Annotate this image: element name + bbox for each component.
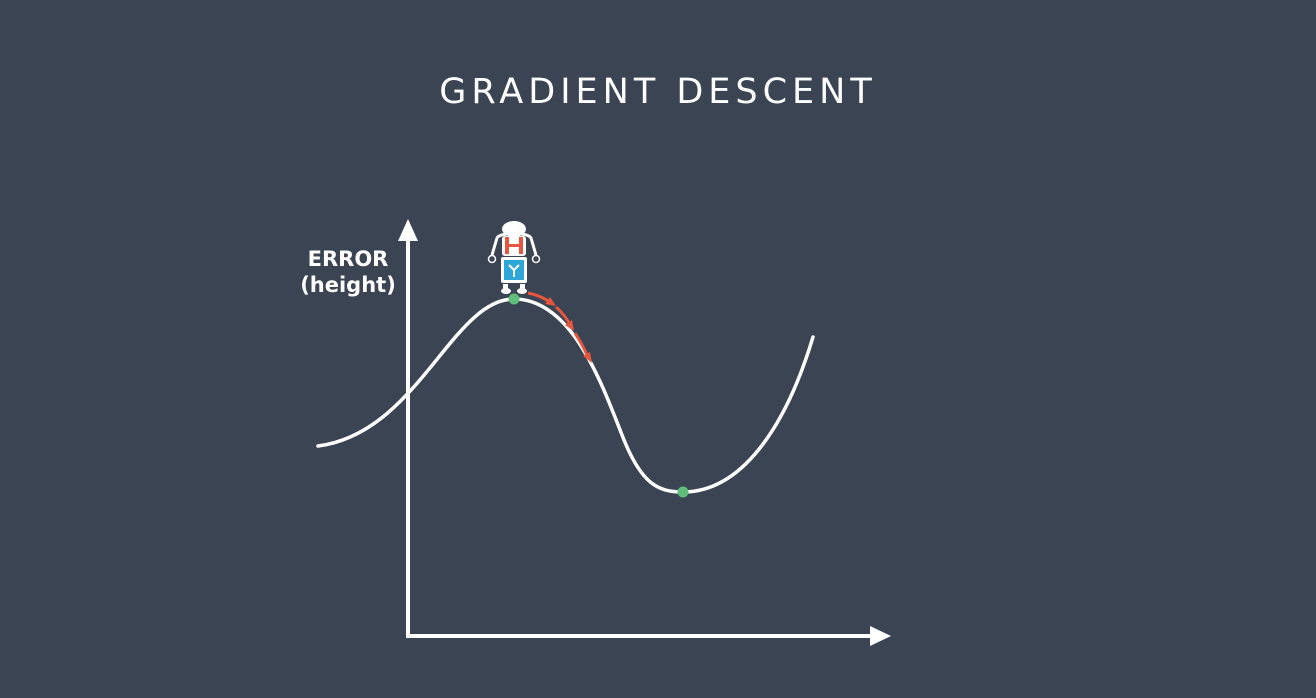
descent-arrow-3 (573, 332, 589, 356)
robot-left-arm (490, 237, 499, 256)
robot-hiker-icon (487, 221, 541, 294)
robot-left-leg (503, 284, 508, 290)
start-point (508, 293, 520, 305)
robot-screen-symbol (508, 264, 520, 277)
y-axis-label-line1: ERROR (307, 247, 389, 271)
error-curve (316, 297, 815, 494)
robot-right-hand (531, 254, 541, 264)
descent-arrow-3-head (583, 352, 592, 363)
minimum-point (677, 486, 689, 498)
descent-arrow-1-head (545, 297, 556, 306)
robot-strap-right (519, 237, 523, 254)
robot-right-leg (520, 284, 525, 290)
robot-right-arm (495, 232, 538, 256)
robot-left-hand (487, 254, 497, 264)
x-axis-arrowhead (870, 626, 891, 646)
robot-strap-left (505, 237, 509, 254)
y-axis-label: ERROR (height) (290, 246, 406, 298)
descent-arrow-2-head (565, 320, 574, 331)
y-axis-arrowhead (398, 219, 418, 241)
diagram-title: GRADIENT DESCENT (439, 72, 877, 112)
y-axis-label-line2: (height) (300, 273, 396, 297)
robot-strap-cross (509, 244, 519, 247)
descent-arrows (527, 291, 592, 363)
